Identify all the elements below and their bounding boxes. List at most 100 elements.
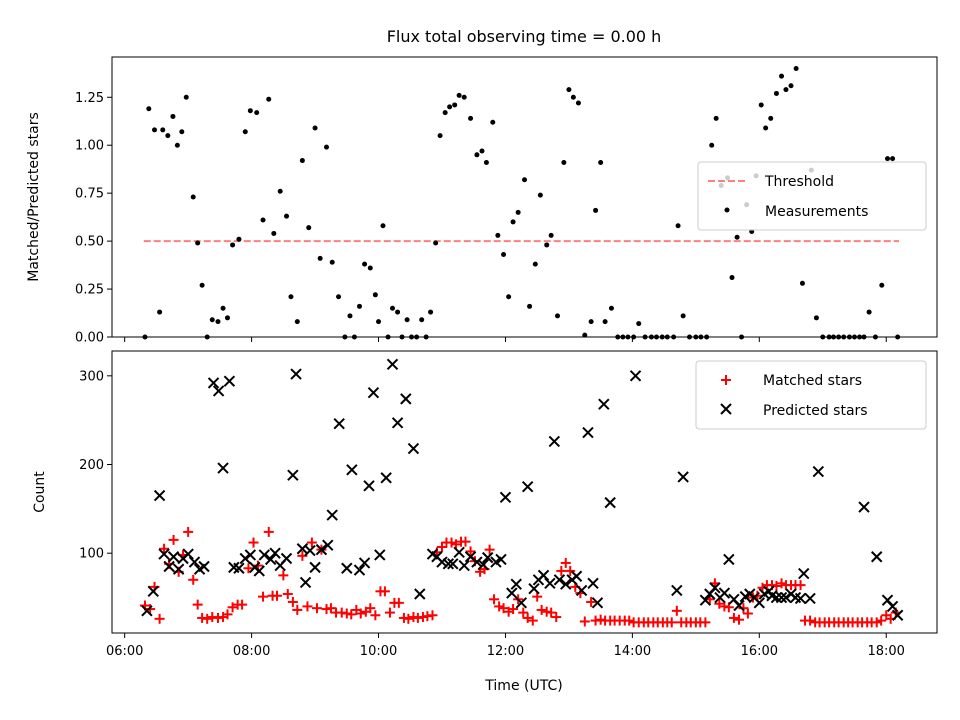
top-panel: 0.00 0.25 0.50 0.75 1.00 1.25 Matched/Predict… — [26, 56, 938, 346]
predicted-star-point — [386, 358, 399, 371]
predicted-star-point — [528, 582, 540, 595]
matched-star-point — [154, 613, 165, 624]
measurement-point — [636, 321, 642, 327]
predicted-star-point — [299, 576, 312, 589]
predicted-star-point — [718, 587, 731, 599]
matched-star-point — [579, 616, 590, 627]
measurement-point — [157, 309, 163, 315]
measurement-point — [183, 94, 189, 100]
matched-star-point — [742, 608, 753, 619]
x-tick-label: 06:00 — [106, 644, 143, 659]
measurement-point — [190, 194, 196, 200]
measurement-point — [490, 119, 496, 125]
predicted-star-point — [812, 465, 825, 478]
measurement-point — [570, 94, 576, 100]
measurement-point — [442, 110, 448, 116]
matched-star-point — [734, 614, 744, 625]
predicted-star-point — [510, 578, 522, 590]
matched-star-point — [446, 537, 457, 548]
matched-star-point — [714, 598, 725, 609]
measurement-point — [242, 129, 248, 135]
legend-threshold-label: Threshold — [764, 174, 834, 190]
matched-star-point — [498, 603, 509, 614]
measurement-point — [593, 207, 599, 213]
matched-star-point — [243, 563, 254, 574]
measurement-point — [195, 240, 201, 246]
matched-star-point — [346, 609, 357, 620]
predicted-star-point — [341, 562, 353, 574]
measurement-point — [588, 319, 594, 325]
matched-star-point — [159, 543, 170, 554]
predicted-star-point — [770, 591, 783, 604]
measurement-point — [419, 317, 425, 323]
predicted-star-point — [515, 597, 528, 609]
matched-star-point — [379, 586, 390, 597]
matched-star-point — [450, 539, 461, 550]
matched-star-point — [805, 615, 816, 626]
matched-star-point — [384, 607, 395, 618]
predicted-star-point — [871, 551, 883, 563]
predicted-star-point — [167, 551, 180, 563]
predicted-star-point — [264, 553, 277, 566]
measurement-point — [428, 309, 434, 315]
measurement-point — [813, 315, 819, 321]
top-y-tick-label: 0.75 — [75, 187, 104, 202]
matched-star-point — [494, 601, 505, 612]
measurement-point — [768, 115, 774, 121]
predicted-star-point — [358, 557, 371, 569]
matched-star-point — [666, 617, 677, 628]
matched-star-point — [532, 591, 543, 602]
bottom-axis-ticks: 100 200 300 06:00 08:00 10:00 12:00 14:00 16:00 1… — [79, 369, 905, 659]
matched-star-point — [522, 612, 533, 623]
predicted-star-point — [733, 599, 745, 612]
matched-star-point — [527, 615, 538, 626]
predicted-star-point — [363, 480, 375, 492]
measurement-point — [209, 317, 215, 323]
bottom-legend: Matched stars Predicted stars — [695, 360, 927, 430]
predicted-star-point — [677, 471, 689, 483]
measurement-point — [783, 87, 789, 93]
predicted-star-point — [858, 501, 870, 513]
matched-star-point — [728, 612, 739, 623]
top-legend-box — [697, 161, 927, 231]
measurement-point — [879, 282, 885, 288]
matched-star-point — [427, 610, 438, 621]
measurement-point — [306, 225, 312, 231]
matched-star-point — [871, 617, 882, 628]
predicted-star-point — [239, 552, 251, 565]
matched-star-point — [536, 604, 547, 615]
measurement-point — [170, 113, 176, 119]
measurement-point — [225, 315, 230, 321]
measurement-point — [468, 115, 474, 121]
measurement-point — [215, 319, 221, 325]
measurement-point — [763, 125, 769, 131]
measurement-point — [515, 209, 521, 215]
top-y-tick-label: 0.25 — [75, 283, 104, 298]
top-axes-frame — [111, 56, 938, 338]
predicted-star-point — [188, 556, 201, 568]
matched-star-point — [484, 544, 495, 555]
predicted-star-point — [548, 435, 561, 448]
predicted-star-point — [804, 592, 816, 605]
matched-star-point — [489, 594, 500, 605]
matched-star-point — [272, 590, 282, 601]
predicted-star-point — [775, 591, 788, 604]
predicted-star-point — [598, 398, 610, 410]
matched-star-point — [355, 608, 366, 619]
matched-star-point — [282, 588, 293, 599]
measurement-point — [495, 232, 501, 238]
predicted-star-point — [287, 469, 299, 481]
predicted-star-point — [506, 587, 518, 599]
measurement-point — [866, 309, 872, 315]
predicted-star-point — [587, 577, 599, 590]
measurement-point — [357, 303, 362, 309]
matched-star-point — [227, 602, 238, 613]
predicted-star-point — [158, 548, 170, 560]
measurement-point — [527, 303, 533, 309]
predicted-star-point — [570, 570, 583, 582]
measurement-point — [437, 133, 443, 139]
bottom-axes-frame — [111, 350, 938, 634]
measurement-point — [362, 261, 368, 267]
predicted-star-point — [458, 559, 470, 572]
measurement-point — [483, 159, 489, 165]
